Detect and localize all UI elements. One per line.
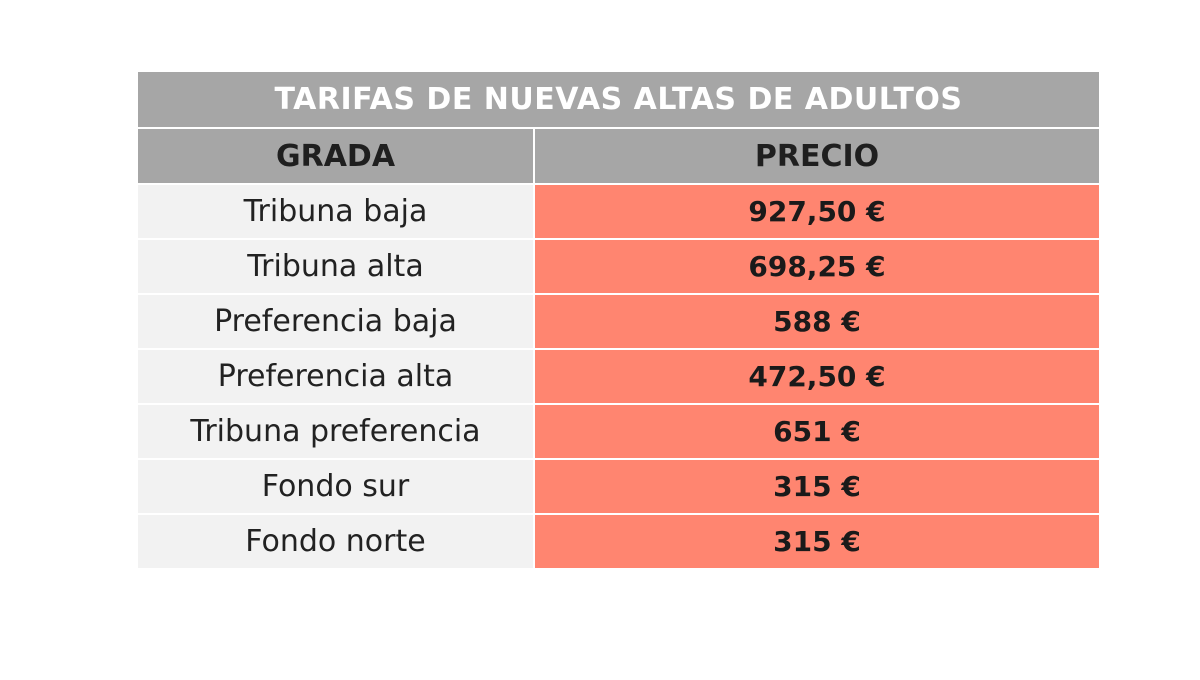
grada-cell: Preferencia baja xyxy=(138,293,535,350)
precio-cell: 927,50 € xyxy=(532,183,1100,240)
precio-cell: 315 € xyxy=(532,458,1100,515)
table-title: TARIFAS DE NUEVAS ALTAS DE ADULTOS xyxy=(138,72,1100,129)
grada-cell: Tribuna alta xyxy=(138,238,535,295)
precio-cell: 651 € xyxy=(532,403,1100,460)
grada-cell: Tribuna baja xyxy=(138,183,535,240)
precio-cell: 315 € xyxy=(532,513,1100,568)
table-row: Tribuna baja 927,50 € xyxy=(138,183,1100,240)
precio-cell: 698,25 € xyxy=(532,238,1100,295)
table-row: Tribuna preferencia 651 € xyxy=(138,403,1100,460)
table-row: Fondo sur 315 € xyxy=(138,458,1100,515)
precio-cell: 472,50 € xyxy=(532,348,1100,405)
tarifas-table: TARIFAS DE NUEVAS ALTAS DE ADULTOS GRADA… xyxy=(138,72,1100,568)
table-row: Preferencia alta 472,50 € xyxy=(138,348,1100,405)
grada-cell: Tribuna preferencia xyxy=(138,403,535,460)
column-header-precio: PRECIO xyxy=(532,127,1100,185)
table-row: Tribuna alta 698,25 € xyxy=(138,238,1100,295)
table-row: Fondo norte 315 € xyxy=(138,513,1100,568)
table-row: Preferencia baja 588 € xyxy=(138,293,1100,350)
column-header-grada: GRADA xyxy=(138,127,535,185)
grada-cell: Fondo norte xyxy=(138,513,535,568)
precio-cell: 588 € xyxy=(532,293,1100,350)
header-row: GRADA PRECIO xyxy=(138,127,1100,185)
grada-cell: Preferencia alta xyxy=(138,348,535,405)
title-row: TARIFAS DE NUEVAS ALTAS DE ADULTOS xyxy=(138,72,1100,129)
grada-cell: Fondo sur xyxy=(138,458,535,515)
